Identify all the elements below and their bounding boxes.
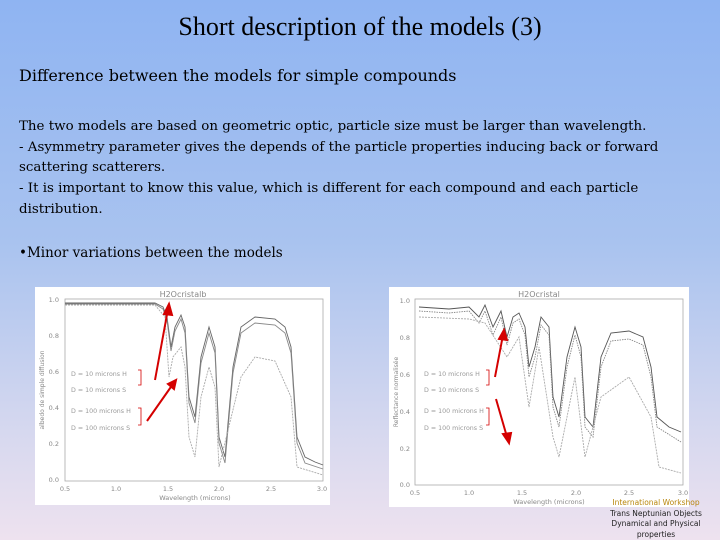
bracket [138,369,142,386]
bracket [486,369,490,386]
x-tick: 1.0 [111,485,121,493]
bracket-marks [138,369,142,426]
x-tick-labels: 0.5 1.0 1.5 2.0 2.5 3.0 [410,489,688,497]
paragraph-line: distribution. [19,201,103,217]
y-axis-label: albedo de simple diffusion [39,350,46,429]
legend: D = 10 microns H D = 10 microns S D = 10… [424,371,484,432]
legend-entry: D = 10 microns H [71,371,127,378]
y-tick-labels: 1.0 0.8 0.6 0.4 0.2 0.0 [400,297,410,489]
arrowhead [162,301,174,317]
x-tick: 0.5 [410,489,420,497]
y-tick: 0.2 [49,440,59,448]
arrow-line [154,308,169,381]
plot-right: H2Ocristal 1.0 0.8 0.6 0.4 0.2 0.0 0.5 1… [389,287,689,507]
body-paragraph: The two models are based on geometric op… [19,117,709,221]
slide-title: Short description of the models (3) [178,12,542,41]
curve-h10 [418,303,682,433]
plot-title: H2Ocristalb [160,290,207,299]
y-axis-label: Reflectance normalisée [393,357,400,428]
arrowhead [501,431,513,446]
x-tick: 2.5 [266,485,276,493]
bracket [486,407,490,426]
spectrum-curves [418,303,682,474]
y-tick: 1.0 [400,297,410,305]
y-tick: 0.8 [400,334,410,342]
x-axis-label: Wavelength (microns) [513,498,584,506]
curve-h100 [418,316,682,474]
x-tick: 0.5 [60,485,70,493]
y-tick: 0.4 [49,404,59,412]
curve-h10 [65,302,324,466]
y-tick: 0.4 [400,408,410,416]
y-tick: 0.8 [49,332,59,340]
x-axis-label: Wavelength (microns) [159,494,230,502]
x-tick: 1.0 [464,489,474,497]
arrowhead [166,378,178,391]
legend-entry: D = 10 microns H [424,371,480,378]
footer-line: International Workshop [612,498,700,507]
arrowhead [497,327,509,342]
y-tick: 0.0 [400,481,410,489]
x-tick: 2.0 [214,485,224,493]
legend-entry: D = 100 microns S [71,425,130,432]
footer-workshop: International Workshop Trans Neptunian O… [602,498,710,540]
arrow-line [494,334,504,378]
curve-s10 [418,309,682,443]
paragraph-line: - Asymmetry parameter gives the depends … [19,139,659,155]
bracket-marks [486,369,490,426]
y-tick: 0.0 [49,476,59,484]
red-arrows [146,301,178,422]
y-tick: 0.6 [400,371,410,379]
plot-title: H2Ocristal [518,290,560,299]
paragraph-line: The two models are based on geometric op… [19,119,647,134]
bullet-point: •Minor variations between the models [19,245,283,261]
x-tick: 2.5 [624,489,634,497]
y-tick-labels: 1.0 0.8 0.6 0.4 0.2 0.0 [49,296,59,484]
curve-h100 [65,304,324,476]
x-tick: 1.5 [163,485,173,493]
bracket [138,407,142,426]
y-tick: 1.0 [49,296,59,304]
arrow-line [146,383,174,422]
red-arrows [494,327,513,446]
arrow-line [495,398,508,438]
legend-entry: D = 100 microns H [424,408,484,415]
legend-entry: D = 10 microns S [71,387,126,394]
x-tick: 3.0 [317,485,327,493]
footer-line: properties [636,529,676,539]
y-tick: 0.6 [49,368,59,376]
x-tick: 3.0 [678,489,688,497]
y-tick: 0.2 [400,445,410,453]
x-tick-labels: 0.5 1.0 1.5 2.0 2.5 3.0 [60,485,327,493]
legend-entry: D = 10 microns S [424,387,479,394]
plot-left: H2Ocristalb 1.0 0.8 0.6 0.4 0.2 0.0 0.5 … [35,287,330,505]
plot-frame [64,298,324,482]
legend: D = 10 microns H D = 10 microns S D = 10… [71,371,131,432]
legend-entry: D = 100 microns H [71,408,131,415]
slide-subtitle: Difference between the models for simple… [19,66,457,85]
paragraph-line: scattering scatterers. [19,160,166,176]
footer-line: Trans Neptunian Objects [610,508,702,518]
legend-entry: D = 100 microns S [424,425,483,432]
footer-line: Dynamical and Physical [611,519,701,528]
spectrum-curves [65,302,324,476]
plot-frame [414,298,684,486]
curve-s10 [65,303,324,470]
x-tick: 1.5 [517,489,527,497]
x-tick: 2.0 [571,489,581,497]
paragraph-line: - It is important to know this value, wh… [19,181,639,197]
